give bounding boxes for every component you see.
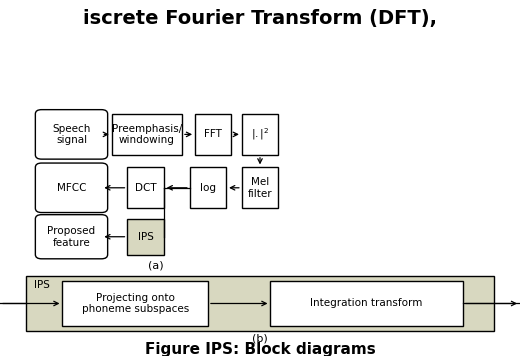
FancyBboxPatch shape — [35, 110, 108, 159]
FancyBboxPatch shape — [62, 281, 208, 326]
FancyBboxPatch shape — [190, 167, 226, 208]
FancyBboxPatch shape — [26, 276, 494, 331]
Text: IPS: IPS — [138, 232, 153, 242]
Text: Preemphasis/
windowing: Preemphasis/ windowing — [112, 124, 182, 145]
Text: (a): (a) — [148, 260, 164, 270]
Text: iscrete Fourier Transform (DFT),: iscrete Fourier Transform (DFT), — [83, 9, 437, 28]
Text: (b): (b) — [252, 334, 268, 344]
FancyBboxPatch shape — [127, 219, 164, 255]
Text: Integration transform: Integration transform — [310, 298, 423, 309]
FancyBboxPatch shape — [195, 114, 231, 155]
Text: Proposed
feature: Proposed feature — [47, 226, 96, 247]
FancyBboxPatch shape — [35, 163, 108, 213]
Text: Projecting onto
phoneme subspaces: Projecting onto phoneme subspaces — [82, 293, 189, 314]
FancyBboxPatch shape — [242, 114, 278, 155]
FancyBboxPatch shape — [270, 281, 463, 326]
Text: DCT: DCT — [135, 183, 157, 193]
FancyBboxPatch shape — [112, 114, 182, 155]
Text: $|.|^2$: $|.|^2$ — [251, 126, 269, 142]
FancyBboxPatch shape — [127, 167, 164, 208]
Text: Speech
signal: Speech signal — [53, 124, 90, 145]
FancyBboxPatch shape — [35, 215, 108, 259]
Text: IPS: IPS — [34, 280, 50, 290]
Text: log: log — [200, 183, 216, 193]
Text: Figure IPS: Block diagrams: Figure IPS: Block diagrams — [145, 342, 375, 356]
Text: Mel
filter: Mel filter — [248, 177, 272, 199]
FancyBboxPatch shape — [242, 167, 278, 208]
Text: FFT: FFT — [204, 129, 222, 140]
Text: MFCC: MFCC — [57, 183, 86, 193]
